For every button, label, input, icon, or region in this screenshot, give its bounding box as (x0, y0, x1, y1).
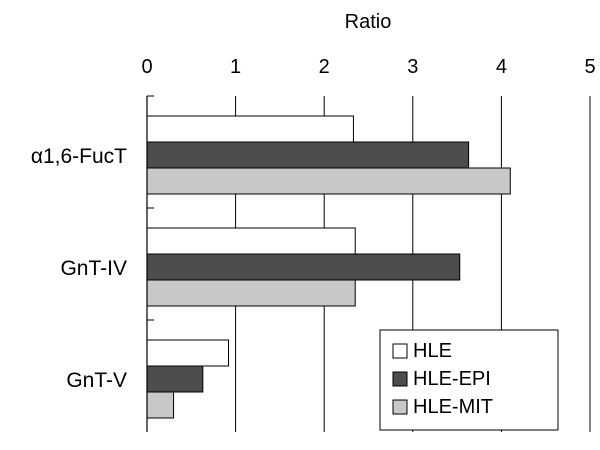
legend-label: HLE-EPI (413, 368, 491, 390)
legend-box (379, 329, 559, 431)
x-tick-label: 2 (319, 56, 330, 78)
x-tick-labels: 0 1 2 3 4 5 (141, 56, 595, 78)
legend-label: HLE (413, 340, 452, 362)
category-label: GnT-IV (60, 257, 127, 280)
bar-hle-mit-2 (146, 391, 175, 419)
x-tick-label: 3 (407, 56, 418, 78)
x-tick-label: 5 (584, 56, 595, 78)
x-tick-label: 1 (230, 56, 241, 78)
bar-hle-0 (146, 115, 354, 143)
axes (146, 95, 154, 432)
legend: HLE HLE-EPI HLE-MIT (379, 329, 559, 431)
category-label: GnT-V (66, 369, 127, 392)
bar-hle-mit-0 (146, 167, 511, 195)
bar-hle-mit-1 (146, 279, 356, 307)
x-axis-title: Ratio (345, 11, 392, 33)
bar-hle-epi-1 (146, 253, 461, 281)
bar-hle-epi-0 (146, 141, 470, 169)
x-tick-label: 0 (141, 56, 152, 78)
category-labels: α1,6-FucT GnT-IV GnT-V (31, 145, 127, 392)
bar-hle-epi-2 (146, 365, 204, 393)
category-label: α1,6-FucT (31, 145, 127, 168)
legend-swatch (392, 371, 408, 387)
legend-swatch (392, 343, 408, 359)
x-tick-label: 4 (496, 56, 507, 78)
legend-label: HLE-MIT (413, 396, 493, 418)
legend-swatch (392, 399, 408, 415)
bar-hle-1 (146, 227, 356, 255)
bar-hle-2 (146, 339, 230, 367)
